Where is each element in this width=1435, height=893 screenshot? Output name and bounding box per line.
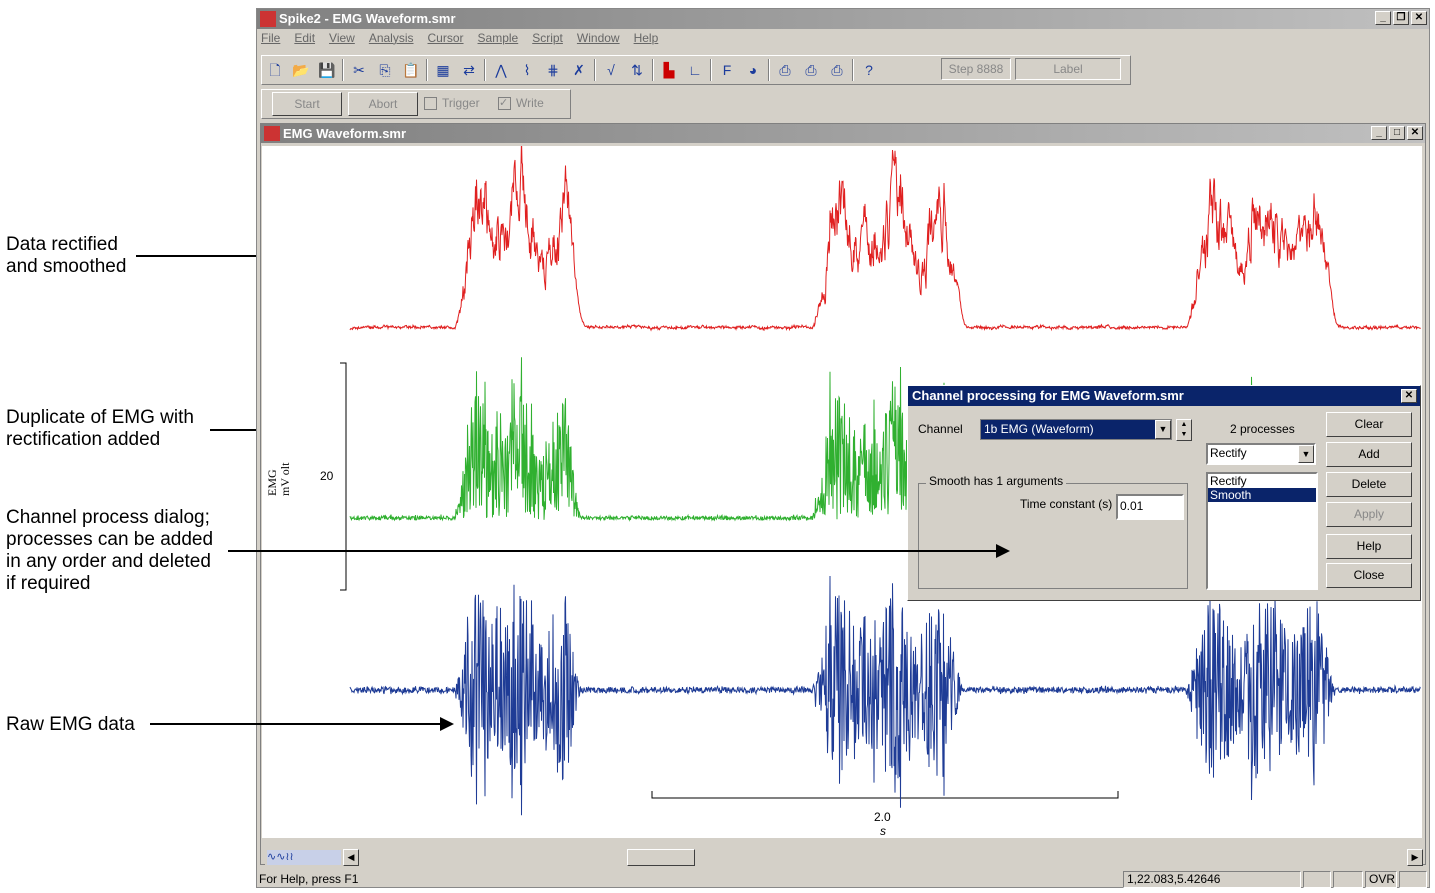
cursor-delete-icon[interactable]: ✗ xyxy=(573,62,585,78)
raw-emg-trace xyxy=(349,575,1421,816)
status-coords: 1,22.083,5.42646 xyxy=(1123,871,1301,888)
time-constant-input[interactable]: 0.01 xyxy=(1116,494,1184,520)
open-folder-icon[interactable]: 📂 xyxy=(292,62,310,78)
process-item[interactable]: Rectify xyxy=(1210,474,1247,488)
status-bar: For Help, press F1 1,22.083,5.42646 OVR xyxy=(257,869,1429,889)
menu-bar: File Edit View Analysis Cursor Sample Script Wi… xyxy=(261,31,658,45)
window-icon xyxy=(264,126,280,141)
status-pane xyxy=(1399,871,1427,888)
save-icon[interactable]: 💾 xyxy=(318,62,336,78)
function-icon[interactable]: F xyxy=(722,62,732,78)
menu-script[interactable]: Script xyxy=(532,31,563,45)
status-pane xyxy=(1303,871,1331,888)
new-file-icon[interactable]: 🗋 xyxy=(269,62,281,78)
process-count: 2 processes xyxy=(1230,422,1295,436)
dialog-close-button[interactable]: ✕ xyxy=(1401,389,1417,403)
sampling-config-icon[interactable]: ⇄ xyxy=(463,62,475,78)
vertical-cursor-icon[interactable]: √ xyxy=(607,62,615,78)
time-constant-label: Time constant (s) xyxy=(1020,497,1113,511)
print-icon[interactable]: ⎙ xyxy=(779,62,791,78)
xy-plot-icon[interactable]: ∟ xyxy=(688,62,702,78)
menu-cursor[interactable]: Cursor xyxy=(427,31,464,45)
print-visible-icon[interactable]: ⎙ xyxy=(805,62,817,78)
menu-help[interactable]: Help xyxy=(633,31,659,45)
close-dialog-button[interactable]: Close xyxy=(1326,563,1412,588)
sample-toolbar: Start Abort Trigger ✓ Write xyxy=(261,89,571,119)
channel-processing-dialog: Channel processing for EMG Waveform.smr ✕… xyxy=(907,385,1421,601)
menu-edit[interactable]: Edit xyxy=(294,31,316,45)
minimize-button[interactable]: _ xyxy=(1371,126,1387,140)
delete-button[interactable]: Delete xyxy=(1326,472,1412,497)
title-bar: Spike2 - EMG Waveform.smr _ ❐ ✕ xyxy=(257,9,1429,29)
menu-view[interactable]: View xyxy=(329,31,355,45)
calendar-icon[interactable]: ▦ xyxy=(436,62,450,78)
channel-label: Channel xyxy=(918,422,963,436)
histogram-icon[interactable]: ▙ xyxy=(663,62,675,78)
write-label: Write xyxy=(516,96,544,110)
help-icon[interactable]: ? xyxy=(865,62,873,78)
paste-icon[interactable]: 📋 xyxy=(402,62,420,78)
menu-sample[interactable]: Sample xyxy=(477,31,519,45)
annotation-rectified: Duplicate of EMG with rectification added xyxy=(6,407,194,450)
trigger-label: Trigger xyxy=(442,96,480,110)
status-help: For Help, press F1 xyxy=(259,872,359,886)
annotation-smoothed: Data rectified and smoothed xyxy=(6,234,127,277)
minimize-button[interactable]: _ xyxy=(1375,11,1391,25)
process-list[interactable]: Rectify Smooth xyxy=(1206,472,1318,590)
print-selection-icon[interactable]: ⎙ xyxy=(831,62,843,78)
main-toolbar: 🗋 📂 💾 ✂ ⎘ 📋 ▦ ⇄ ⋀ ⌇ ⋕ ✗ √ ⇅ ▙ ∟ F ◕ ⎙ ⎙ ⎙? xyxy=(261,55,1131,85)
menu-file[interactable]: File xyxy=(261,31,281,45)
y-scale-bracket xyxy=(340,362,347,591)
group-label: Smooth has 1 arguments xyxy=(926,474,1067,488)
horizontal-scrollbar[interactable]: ∿∿≀≀ ◀ ▶ xyxy=(265,849,1423,866)
arrow xyxy=(228,544,1010,558)
add-button[interactable]: Add xyxy=(1326,442,1412,467)
close-button[interactable]: ✕ xyxy=(1407,126,1423,140)
time-scale-bar xyxy=(651,791,1119,799)
horizontal-cursors-icon[interactable]: ⇅ xyxy=(631,62,643,78)
channel-select[interactable]: 1b EMG (Waveform) ▼ xyxy=(980,419,1172,440)
start-button[interactable]: Start xyxy=(272,92,342,116)
marker-icon[interactable]: ⋕ xyxy=(547,62,559,78)
palette-icon[interactable]: ◕ xyxy=(748,62,758,78)
write-checkbox[interactable]: ✓ xyxy=(498,97,511,110)
waveform-icon[interactable]: ⋀ xyxy=(495,62,507,78)
status-pane xyxy=(1333,871,1363,888)
spike-icon[interactable]: ⌇ xyxy=(523,62,531,78)
y-axis-label: EMG mV olt xyxy=(265,462,292,496)
clear-button[interactable]: Clear xyxy=(1326,412,1412,437)
annotation-raw: Raw EMG data xyxy=(6,714,135,735)
close-button[interactable]: ✕ xyxy=(1411,11,1427,25)
scroll-left-button[interactable]: ◀ xyxy=(343,849,359,866)
menu-window[interactable]: Window xyxy=(576,31,620,45)
time-scale-label: 2.0 xyxy=(874,810,891,824)
dialog-title: Channel processing for EMG Waveform.smr ✕ xyxy=(908,386,1420,406)
status-ovr: OVR xyxy=(1365,871,1397,888)
scroll-thumb[interactable] xyxy=(627,849,695,866)
restore-button[interactable]: ❐ xyxy=(1393,11,1409,25)
label-field[interactable]: Label xyxy=(1015,58,1121,80)
time-unit-label: s xyxy=(880,824,886,838)
rectified-smoothed-trace xyxy=(349,138,1421,332)
copy-icon[interactable]: ⎘ xyxy=(379,62,391,78)
step-field[interactable]: Step 8888 xyxy=(941,58,1011,80)
menu-analysis[interactable]: Analysis xyxy=(368,31,414,45)
apply-button[interactable]: Apply xyxy=(1326,502,1412,527)
channel-spinner[interactable]: ▲ ▼ xyxy=(1176,419,1192,441)
data-window-title: EMG Waveform.smr _ □ ✕ xyxy=(261,124,1425,143)
help-button[interactable]: Help xyxy=(1326,534,1412,559)
maximize-button[interactable]: □ xyxy=(1389,126,1405,140)
channel-view-icons[interactable]: ∿∿≀≀ xyxy=(267,850,341,865)
cut-icon[interactable]: ✂ xyxy=(353,62,365,78)
arrow xyxy=(150,717,454,731)
process-type-select[interactable]: Rectify ▼ xyxy=(1206,443,1316,465)
trigger-checkbox[interactable] xyxy=(424,97,437,110)
abort-button[interactable]: Abort xyxy=(348,92,418,116)
scroll-right-button[interactable]: ▶ xyxy=(1407,849,1423,866)
app-icon xyxy=(260,11,276,27)
process-item-selected[interactable]: Smooth xyxy=(1208,488,1316,502)
annotation-dialog: Channel process dialog; processes can be … xyxy=(6,507,214,594)
y-tick-label: 20 xyxy=(320,469,334,483)
